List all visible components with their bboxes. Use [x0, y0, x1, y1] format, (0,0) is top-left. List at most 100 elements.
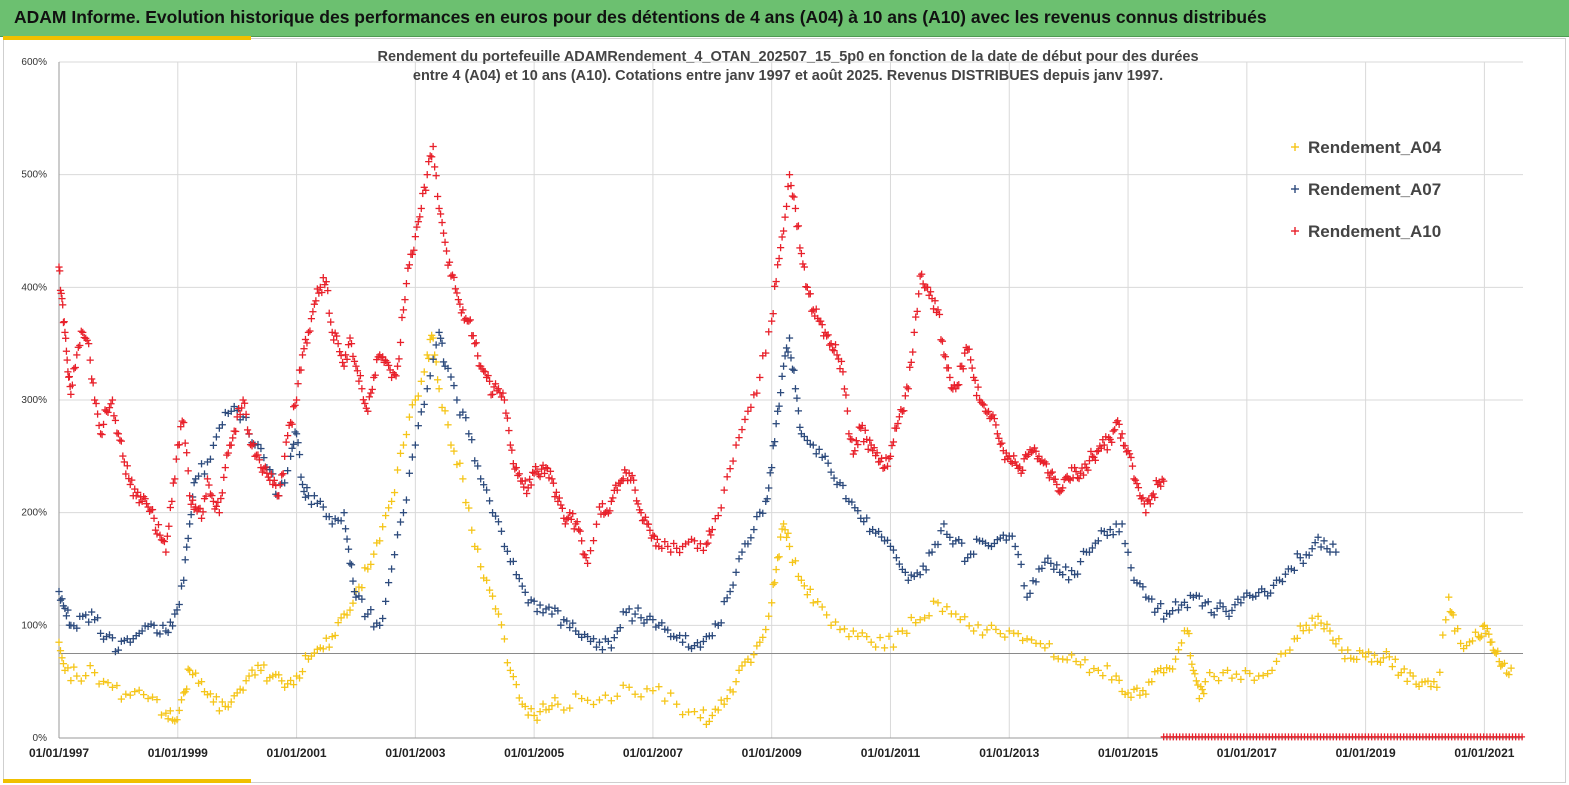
rendement-a04-point — [459, 475, 467, 483]
rendement-a10-point — [1091, 456, 1099, 464]
rendement-a10-point — [322, 278, 330, 286]
rendement-a07-point — [166, 618, 174, 626]
rendement-a07-point — [491, 512, 500, 520]
rendement-a07-point — [432, 341, 440, 349]
rendement-a04-point — [431, 351, 439, 359]
rendement-a04-point — [759, 633, 767, 641]
rendement-a04-point — [1171, 655, 1180, 663]
rendement-a07-point — [732, 568, 740, 576]
rendement-a10-point — [500, 396, 509, 404]
rendement-a10-point — [738, 425, 746, 434]
rendement-a04-point — [885, 632, 893, 640]
rendement-a10-point — [526, 475, 534, 483]
rendement-a04-point — [1142, 690, 1150, 698]
rendement-a10-point — [978, 400, 987, 408]
rendement-a07-point — [940, 520, 948, 528]
rendement-a07-point — [1171, 598, 1180, 606]
rendement-a10-point — [60, 318, 68, 326]
rendement-a10-point — [558, 504, 566, 512]
rendement-a10-point — [180, 418, 188, 427]
rendement-a07-point — [889, 546, 898, 554]
legend-item-rendement-a07: Rendement_A07 — [1291, 180, 1441, 199]
rendement-a07-point — [1308, 545, 1316, 553]
rendement-a04-point — [104, 679, 112, 687]
rendement-a04-point — [1409, 672, 1417, 680]
rendement-a10-point — [523, 489, 531, 498]
rendement-a10-point — [119, 452, 127, 460]
rendement-a04-point — [1157, 664, 1165, 673]
title-banner: ADAM Informe. Evolution historique des p… — [0, 0, 1569, 37]
rendement-a10-point — [972, 391, 981, 400]
rendement-a10-point — [189, 496, 197, 504]
legend-marker-rendement-a04 — [1291, 143, 1299, 151]
data-points — [55, 142, 1515, 728]
rendement-a04-point — [661, 697, 669, 705]
rendement-a10-point — [630, 476, 638, 484]
rendement-a10-point — [915, 290, 923, 298]
rendement-a04-point — [753, 642, 761, 650]
rendement-a10-point — [971, 376, 979, 384]
rendement-a10-point — [429, 142, 437, 151]
rendement-a10-point — [989, 411, 997, 419]
rendement-a07-point — [1085, 548, 1094, 556]
rendement-a10-point — [824, 331, 832, 339]
rendement-a04-point — [1477, 632, 1486, 640]
rendement-a10-point — [673, 544, 681, 552]
rendement-a07-point — [1210, 611, 1218, 619]
rendement-a04-point — [775, 553, 783, 561]
rendement-a04-point — [1364, 648, 1373, 656]
rendement-a10-point — [968, 364, 976, 372]
rendement-a10-point — [232, 427, 240, 436]
rendement-a04-point — [952, 610, 960, 618]
rendement-a04-point — [289, 681, 298, 689]
rendement-a04-point — [809, 599, 817, 607]
rendement-a10-point — [785, 171, 794, 179]
rendement-a10-point — [485, 377, 494, 385]
rendement-a10-point — [243, 426, 252, 434]
rendement-a07-point — [557, 621, 565, 629]
rendement-a04-point — [1433, 683, 1441, 691]
rendement-a10-point — [178, 417, 186, 425]
rendement-a07-point — [420, 400, 428, 408]
rendement-a04-point — [405, 413, 414, 421]
rendement-a07-point — [566, 623, 574, 632]
rendement-a10-point — [289, 403, 298, 411]
rendement-a04-point — [417, 377, 425, 385]
rendement-a04-point — [494, 610, 503, 618]
rendement-a04-point — [337, 614, 345, 622]
rendement-a10-point — [762, 349, 770, 357]
rendement-a10-point — [598, 500, 607, 508]
rendement-a10-point — [514, 471, 522, 480]
rendement-a04-point — [1219, 669, 1227, 677]
rendement-a07-point — [414, 422, 422, 430]
rendement-a10-point — [301, 335, 310, 344]
rendement-a10-point — [465, 317, 473, 325]
rendement-a10-point — [89, 379, 97, 387]
rendement-a04-point — [970, 627, 978, 635]
rendement-a04-point — [554, 700, 562, 708]
rendement-a07-point — [1014, 550, 1022, 559]
rendement-a07-point — [444, 364, 452, 373]
rendement-a04-point — [1494, 647, 1502, 655]
rendement-a10-point — [848, 435, 856, 444]
rendement-a10-point — [245, 430, 253, 438]
rendement-a10-point — [782, 202, 791, 211]
legend-item-rendement-a10: Rendement_A10 — [1291, 222, 1441, 241]
rendement-a04-point — [385, 504, 393, 512]
rendement-a10-point — [434, 192, 442, 201]
rendement-a07-point — [784, 348, 792, 356]
rendement-a10-point — [162, 548, 170, 556]
rendement-a10-point — [861, 426, 869, 434]
rendement-a07-point — [197, 460, 206, 468]
rendement-a10-point — [641, 513, 650, 521]
rendement-a04-point — [768, 599, 776, 607]
rendement-a04-point — [1133, 684, 1141, 692]
rendement-a10-point — [879, 464, 887, 472]
rendement-a04-point — [108, 683, 117, 691]
rendement-a07-point — [337, 517, 345, 525]
rendement-a07-point — [1109, 531, 1117, 539]
rendement-a04-point — [173, 716, 181, 724]
rendement-a10-point — [1121, 442, 1129, 450]
rendement-a10-point — [509, 460, 517, 468]
x-tick-label: 01/01/2001 — [267, 746, 327, 760]
